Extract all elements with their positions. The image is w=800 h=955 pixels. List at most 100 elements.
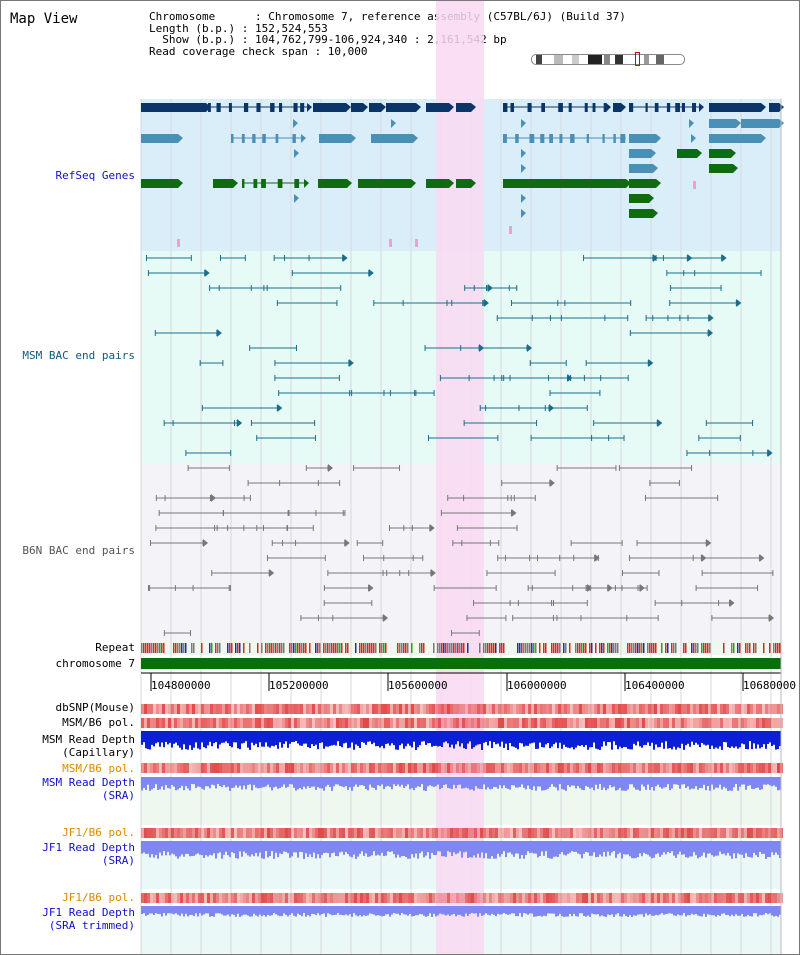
jf1-trim-depth-bar: [517, 906, 519, 917]
msm-capillary-depth-bar: [293, 731, 295, 742]
msm-capillary-depth-bar: [727, 731, 729, 748]
jf1-b6-pol-cell: [291, 828, 294, 838]
jf1-trim-depth-bar: [375, 906, 377, 916]
jf1-b6-pol-cell: [261, 893, 264, 903]
jf1-trim-depth-bar: [329, 906, 331, 915]
msm-sra-depth-bar: [501, 777, 503, 789]
msm-b6-pol-cell: [357, 763, 360, 773]
msm-b6-pol-cell: [438, 718, 441, 728]
gene-exon: [645, 103, 648, 112]
msm-b6-pol-cell: [369, 763, 372, 773]
msm-b6-pol-cell: [414, 763, 417, 773]
jf1-b6-pol-cell: [621, 893, 624, 903]
msm-sra-depth-bar: [731, 777, 733, 791]
msm-sra-depth-bar: [527, 777, 529, 786]
msm-b6-pol-cell: [672, 763, 675, 773]
msm-b6-pol-cell: [360, 763, 363, 773]
msm-b6-pol-cell: [741, 763, 744, 773]
msm-b6-pol-cell: [378, 763, 381, 773]
msm-b6-pol-cell: [171, 718, 174, 728]
msm-sra-depth-bar: [253, 777, 255, 785]
msm-b6-pol-cell: [282, 763, 285, 773]
msm-sra-depth-bar: [687, 777, 689, 787]
jf1-b6-pol-cell: [759, 893, 762, 903]
dbsnp-heat-cell: [498, 704, 501, 714]
msm-b6-pol-cell: [582, 763, 585, 773]
msm-sra-depth-bar: [733, 777, 735, 788]
jf1-trim-depth-bar: [341, 906, 343, 915]
msm-b6-pol-cell: [381, 763, 384, 773]
msm-b6-pol-cell: [642, 763, 645, 773]
gene-strand-arrow: [301, 134, 306, 143]
jf1-sra-depth-bar: [495, 841, 497, 859]
msm-b6-pol-cell: [324, 718, 327, 728]
jf1-trim-depth-bar: [461, 906, 463, 917]
jf1-sra-depth-bar: [191, 841, 193, 856]
dbsnp-heat-cell: [735, 704, 738, 714]
msm-sra-depth-bar: [293, 777, 295, 788]
jf1-b6-pol-cell: [249, 828, 252, 838]
gene-strand-arrow: [449, 103, 454, 112]
repeat-mark: [739, 643, 741, 653]
msm-sra-depth-bar: [467, 777, 469, 789]
ideogram-position-marker[interactable]: [635, 52, 640, 66]
jf1-sra-depth-bar: [509, 841, 511, 853]
dbsnp-heat-cell: [576, 704, 579, 714]
msm-b6-pol-cell: [675, 763, 678, 773]
msm-b6-pol-cell: [741, 718, 744, 728]
jf1-trim-depth-bar: [337, 906, 339, 914]
msm-sra-depth-bar: [439, 777, 441, 790]
msm-capillary-depth-bar: [759, 731, 761, 749]
repeat-mark: [271, 643, 273, 653]
msm-b6-pol-cell: [507, 718, 510, 728]
msm-sra-depth-bar: [195, 777, 197, 789]
jf1-sra-depth-bar: [747, 841, 749, 857]
msm-sra-depth-bar: [535, 777, 537, 791]
dbsnp-heat-cell: [594, 704, 597, 714]
jf1-sra-depth-bar: [285, 841, 287, 852]
jf1-trim-depth-bar: [595, 906, 597, 915]
jf1-trim-depth-bar: [291, 906, 293, 914]
msm-capillary-depth-bar: [341, 731, 343, 748]
chromosome-ideogram-icon[interactable]: [531, 54, 685, 65]
repeat-mark: [341, 643, 343, 653]
jf1-trim-depth-bar: [755, 906, 757, 914]
msm-capillary-depth-bar: [629, 731, 631, 750]
msm-b6-pol-cell: [168, 718, 171, 728]
jf1-sra-depth-bar: [183, 841, 185, 857]
msm-sra-depth-bar: [511, 777, 513, 786]
dbsnp-heat-cell: [462, 704, 465, 714]
msm-sra-depth-bar: [595, 777, 597, 785]
msm-sra-depth-bar: [543, 777, 545, 791]
msm-capillary-depth-bar: [495, 731, 497, 745]
msm-b6-pol-cell: [453, 718, 456, 728]
msm-sra-depth-bar: [211, 777, 213, 785]
jf1-trim-depth-bar: [739, 906, 741, 916]
msm-capillary-depth-bar: [687, 731, 689, 744]
msm-capillary-depth-bar: [459, 731, 461, 747]
msm-b6-pol-cell: [297, 718, 300, 728]
jf1-b6-pol-cell: [774, 828, 777, 838]
b6n-bac-pair-arrow: [269, 569, 275, 577]
msm-sra-depth-bar: [503, 777, 505, 786]
msm-sra-depth-bar: [745, 777, 747, 790]
gene-feature: [769, 103, 779, 112]
jf1-b6-pol-cell: [435, 828, 438, 838]
jf1-sra-depth-bar: [765, 841, 767, 859]
gene-strand-arrow: [351, 134, 356, 143]
msm-capillary-depth-bar: [239, 731, 241, 750]
msm-bac-pair-arrow: [657, 419, 663, 427]
repeat-mark: [261, 643, 263, 653]
msm-sra-depth-bar: [425, 777, 427, 791]
msm-sra-depth-bar: [231, 777, 233, 788]
jf1-b6-pol-cell: [387, 828, 390, 838]
repeat-mark: [407, 643, 409, 653]
msm-b6-pol-cell: [402, 718, 405, 728]
jf1-b6-pol-cell: [558, 893, 561, 903]
msm-capillary-depth-bar: [251, 731, 253, 743]
msm-sra-depth-bar: [419, 777, 421, 787]
msm-b6-pol-cell: [195, 763, 198, 773]
msm-bac-pair-arrow: [687, 254, 693, 262]
msm-b6-pol-cell: [144, 763, 147, 773]
